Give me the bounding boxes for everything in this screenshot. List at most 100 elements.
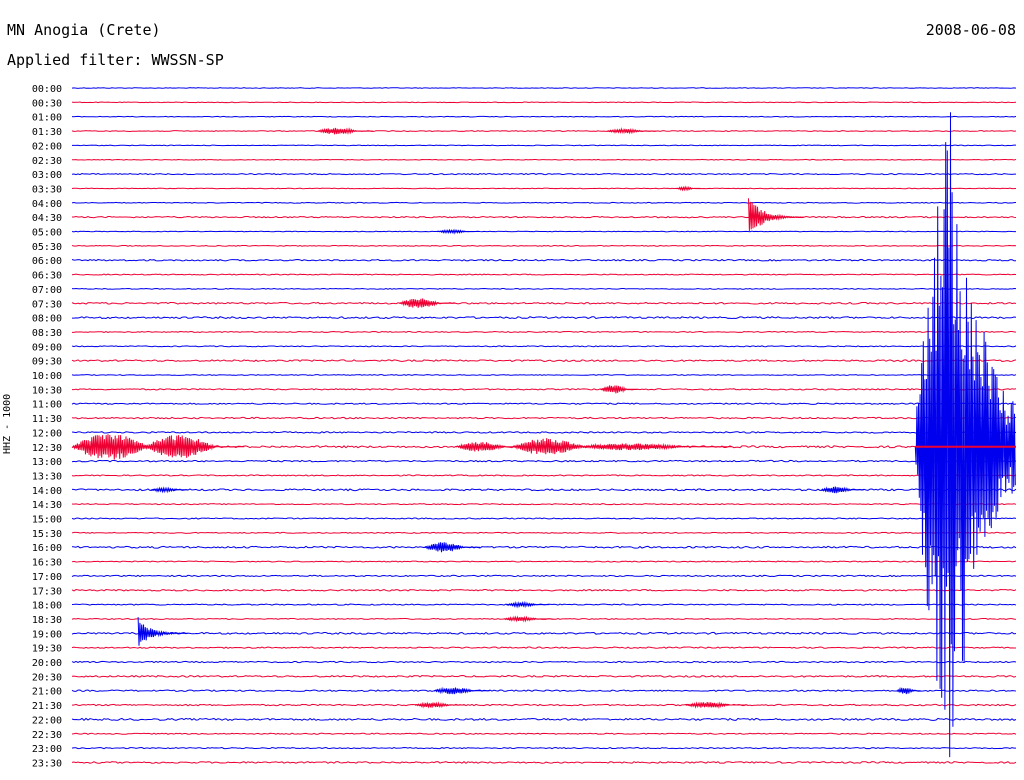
- trace-row: [71, 115, 1017, 118]
- trace-row: [71, 273, 1017, 276]
- trace-row: [71, 287, 1017, 290]
- row-time-label: 15:00: [32, 515, 62, 526]
- row-time-label: 07:00: [32, 285, 62, 296]
- row-time-label: 20:00: [32, 658, 62, 669]
- trace-row: [71, 588, 1017, 592]
- row-time-label: 16:30: [32, 558, 62, 569]
- event-burst: [144, 435, 245, 458]
- row-time-label: 09:30: [32, 357, 62, 368]
- row-time-label: 00:00: [32, 84, 62, 95]
- trace-row: [71, 359, 1017, 363]
- row-time-label: 14:30: [32, 500, 62, 511]
- trace-row: [71, 517, 1017, 520]
- event-burst: [896, 686, 921, 695]
- row-time-label: 05:00: [32, 228, 62, 239]
- filter-label: Applied filter: WWSSN-SP: [7, 51, 224, 69]
- row-time-label: 10:00: [32, 371, 62, 382]
- trace-row: [71, 674, 1017, 678]
- row-time-label: 22:30: [32, 730, 62, 741]
- event-burst: [748, 198, 805, 232]
- row-time-label: 19:30: [32, 644, 62, 655]
- row-time-label: 08:30: [32, 328, 62, 339]
- trace-row: [71, 87, 1017, 89]
- event-burst: [399, 298, 456, 308]
- row-time-label: 23:00: [32, 744, 62, 755]
- row-time-label: 11:30: [32, 414, 62, 425]
- event-burst: [317, 127, 374, 135]
- trace-row: [71, 747, 1017, 750]
- row-time-label: 06:00: [32, 256, 62, 267]
- trace-row: [71, 717, 1017, 722]
- trace-row: [71, 732, 1017, 735]
- event-burst: [150, 486, 188, 494]
- event-burst: [575, 442, 733, 451]
- trace-row: [71, 416, 1017, 420]
- event-burst: [600, 385, 638, 394]
- trace-row: [71, 431, 1017, 434]
- trace-row: [71, 474, 1017, 477]
- row-time-label: 08:00: [32, 314, 62, 325]
- trace-row: [71, 172, 1017, 176]
- row-time-label: 09:00: [32, 342, 62, 353]
- trace-row: [71, 330, 1017, 333]
- row-time-label: 02:30: [32, 156, 62, 167]
- row-time-label: 04:30: [32, 213, 62, 224]
- trace-row: [71, 215, 1017, 219]
- trace-row: [71, 374, 1017, 376]
- row-time-label: 06:30: [32, 271, 62, 282]
- event-burst: [502, 615, 553, 623]
- trace-row: [71, 646, 1017, 649]
- row-time-label: 14:00: [32, 486, 62, 497]
- row-time-label: 01:30: [32, 127, 62, 138]
- row-time-label: 11:00: [32, 400, 62, 411]
- trace-row: [71, 130, 1017, 132]
- event-burst: [820, 486, 865, 494]
- event-burst: [506, 600, 550, 609]
- event-burst: [433, 686, 490, 695]
- row-time-label: 18:30: [32, 615, 62, 626]
- row-time-label: 03:00: [32, 170, 62, 181]
- row-time-label: 17:00: [32, 572, 62, 583]
- trace-row: [72, 316, 1017, 320]
- trace-row: [71, 101, 1017, 104]
- row-time-label: 10:30: [32, 385, 62, 396]
- trace-row: [71, 459, 1017, 463]
- event-burst: [424, 542, 481, 553]
- row-time-label: 12:00: [32, 428, 62, 439]
- row-time-label: 12:30: [32, 443, 62, 454]
- trace-row: [71, 187, 1017, 190]
- row-time-label: 05:30: [32, 242, 62, 253]
- row-time-label: 03:30: [32, 184, 62, 195]
- row-time-label: 16:00: [32, 543, 62, 554]
- row-time-label: 23:30: [32, 758, 62, 769]
- event-burst: [436, 228, 481, 235]
- trace-row: [71, 158, 1017, 161]
- event-burst: [606, 127, 657, 135]
- trace-row: [71, 201, 1017, 204]
- trace-row: [71, 660, 1017, 664]
- station-title: MN Anogia (Crete): [7, 21, 161, 39]
- trace-row: [71, 345, 1017, 348]
- trace-row: [71, 689, 1017, 693]
- row-time-label: 18:00: [32, 601, 62, 612]
- trace-row: [71, 402, 1017, 405]
- trace-row: [71, 388, 1017, 391]
- date-label: 2008-06-08: [925, 21, 1016, 39]
- row-time-label: 00:30: [32, 98, 62, 109]
- trace-row: [71, 545, 1017, 549]
- row-time-label: 21:00: [32, 687, 62, 698]
- row-time-label: 13:30: [32, 471, 62, 482]
- trace-row: [71, 703, 1017, 707]
- trace-row: [71, 574, 1017, 578]
- event-burst: [685, 701, 748, 709]
- trace-row: [71, 631, 1017, 635]
- row-time-label: 22:00: [32, 715, 62, 726]
- trace-row: [71, 761, 1017, 764]
- row-time-label: 04:00: [32, 199, 62, 210]
- row-time-label: 01:00: [32, 113, 62, 124]
- trace-row: [71, 488, 1017, 492]
- row-time-label: 07:30: [32, 299, 62, 310]
- trace-row: [71, 560, 1017, 563]
